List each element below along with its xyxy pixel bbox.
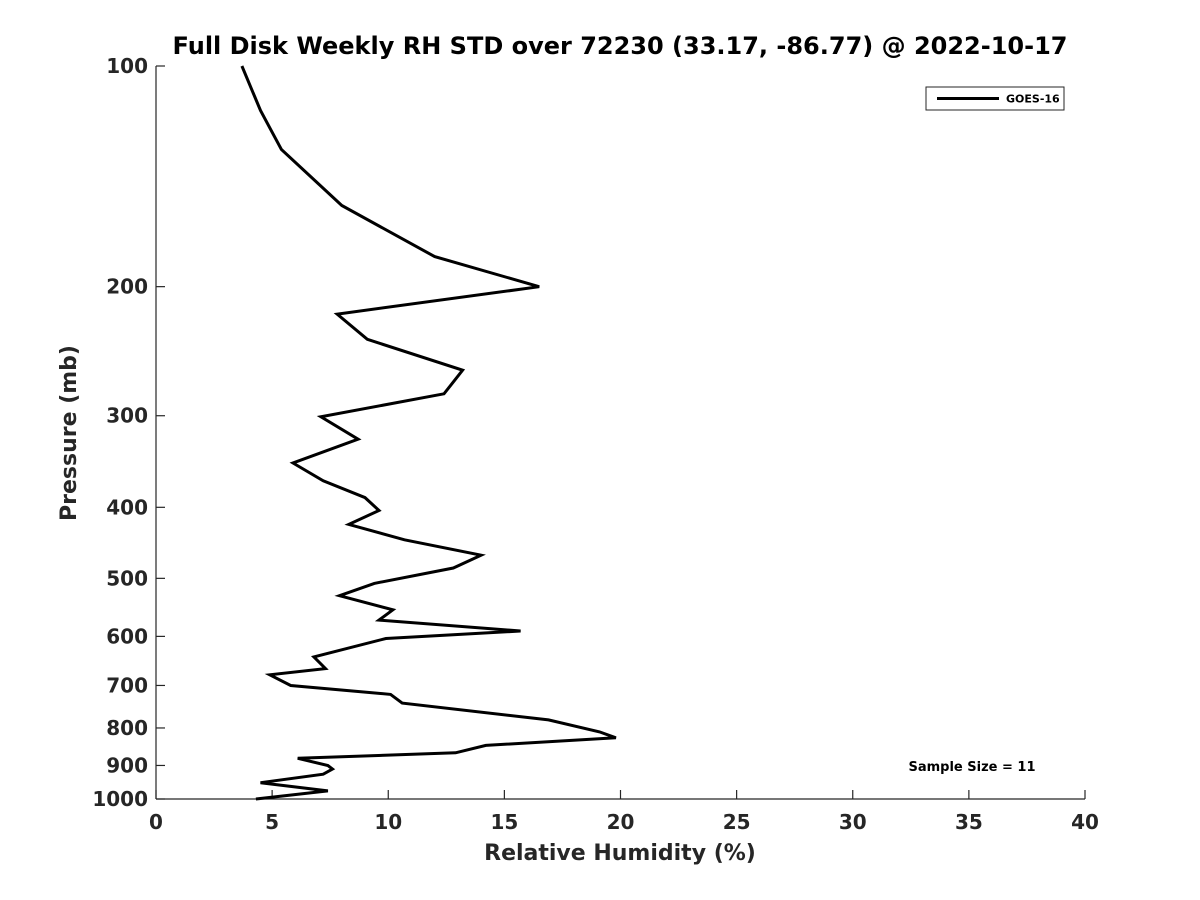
y-tick-label: 800	[106, 716, 148, 740]
y-tick-label: 400	[106, 495, 148, 519]
y-tick-label: 200	[106, 275, 148, 299]
x-tick-label: 5	[265, 810, 279, 834]
y-tick-label: 700	[106, 673, 148, 697]
y-axis-ticks: 100 200 300 400 500 600 700 800 900 1000	[92, 54, 165, 811]
x-tick-label: 25	[723, 810, 751, 834]
y-tick-label: 100	[106, 54, 148, 78]
y-tick-label: 300	[106, 404, 148, 428]
y-tick-label: 900	[106, 753, 148, 777]
y-tick-label: 500	[106, 566, 148, 590]
x-tick-label: 10	[374, 810, 402, 834]
legend: GOES-16	[925, 86, 1065, 111]
chart-title: Full Disk Weekly RH STD over 72230 (33.1…	[173, 32, 1068, 60]
legend-label-goes-16: GOES-16	[1006, 93, 1060, 106]
x-axis-ticks: 0 5 10 15 20 25 30 35 40	[149, 790, 1099, 834]
x-tick-label: 0	[149, 810, 163, 834]
x-tick-label: 30	[839, 810, 867, 834]
y-tick-label: 600	[106, 624, 148, 648]
x-axis-label: Relative Humidity (%)	[484, 841, 756, 866]
x-tick-label: 15	[490, 810, 518, 834]
series-line-goes-16	[240, 65, 617, 801]
series-layer	[240, 65, 617, 801]
sample-size-annotation: Sample Size = 11	[908, 760, 1035, 775]
x-tick-label: 40	[1071, 810, 1099, 834]
x-tick-label: 35	[955, 810, 983, 834]
x-tick-label: 20	[607, 810, 635, 834]
y-axis-label: Pressure (mb)	[57, 345, 82, 521]
y-tick-label: 1000	[92, 787, 148, 811]
